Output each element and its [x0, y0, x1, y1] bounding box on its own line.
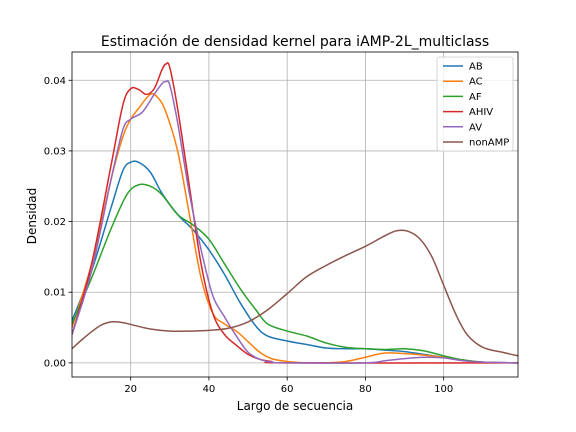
legend-label: AV [469, 122, 482, 133]
legend-label: AB [469, 62, 483, 73]
y-tick-label: 0.01 [44, 288, 66, 299]
series-lines [72, 62, 518, 364]
plot-area-frame [71, 51, 519, 378]
legend-label: AF [469, 92, 482, 103]
y-tick-label: 0.02 [44, 217, 66, 228]
x-tick-label: 40 [203, 384, 216, 395]
legend-label: nonAMP [469, 138, 509, 149]
y-tick-label: 0.04 [44, 76, 66, 87]
series-line-af [72, 183, 518, 364]
series-line-ab [72, 160, 518, 364]
legend-label: AHIV [469, 107, 493, 118]
series-line-av [72, 80, 518, 364]
x-tick-label: 100 [434, 384, 453, 395]
y-axis-label: Densidad [25, 188, 39, 244]
y-tick-label: 0.00 [44, 358, 66, 369]
x-tick-label: 80 [359, 384, 372, 395]
series-line-nonamp [72, 229, 518, 357]
x-axis-label: Largo de secuencia [237, 399, 353, 413]
y-tick-label: 0.03 [44, 146, 66, 157]
x-tick-label: 20 [124, 384, 137, 395]
chart-title: Estimación de densidad kernel para iAMP-… [101, 34, 489, 50]
legend-label: AC [469, 77, 483, 88]
series-line-ac [72, 93, 518, 364]
legend: AB AC AF AHIV AV nonAMP [436, 56, 514, 152]
axis-ticks: 20 40 60 80 100 0.00 0.01 0.02 0.03 0.04 [44, 76, 453, 395]
x-tick-label: 60 [281, 384, 294, 395]
